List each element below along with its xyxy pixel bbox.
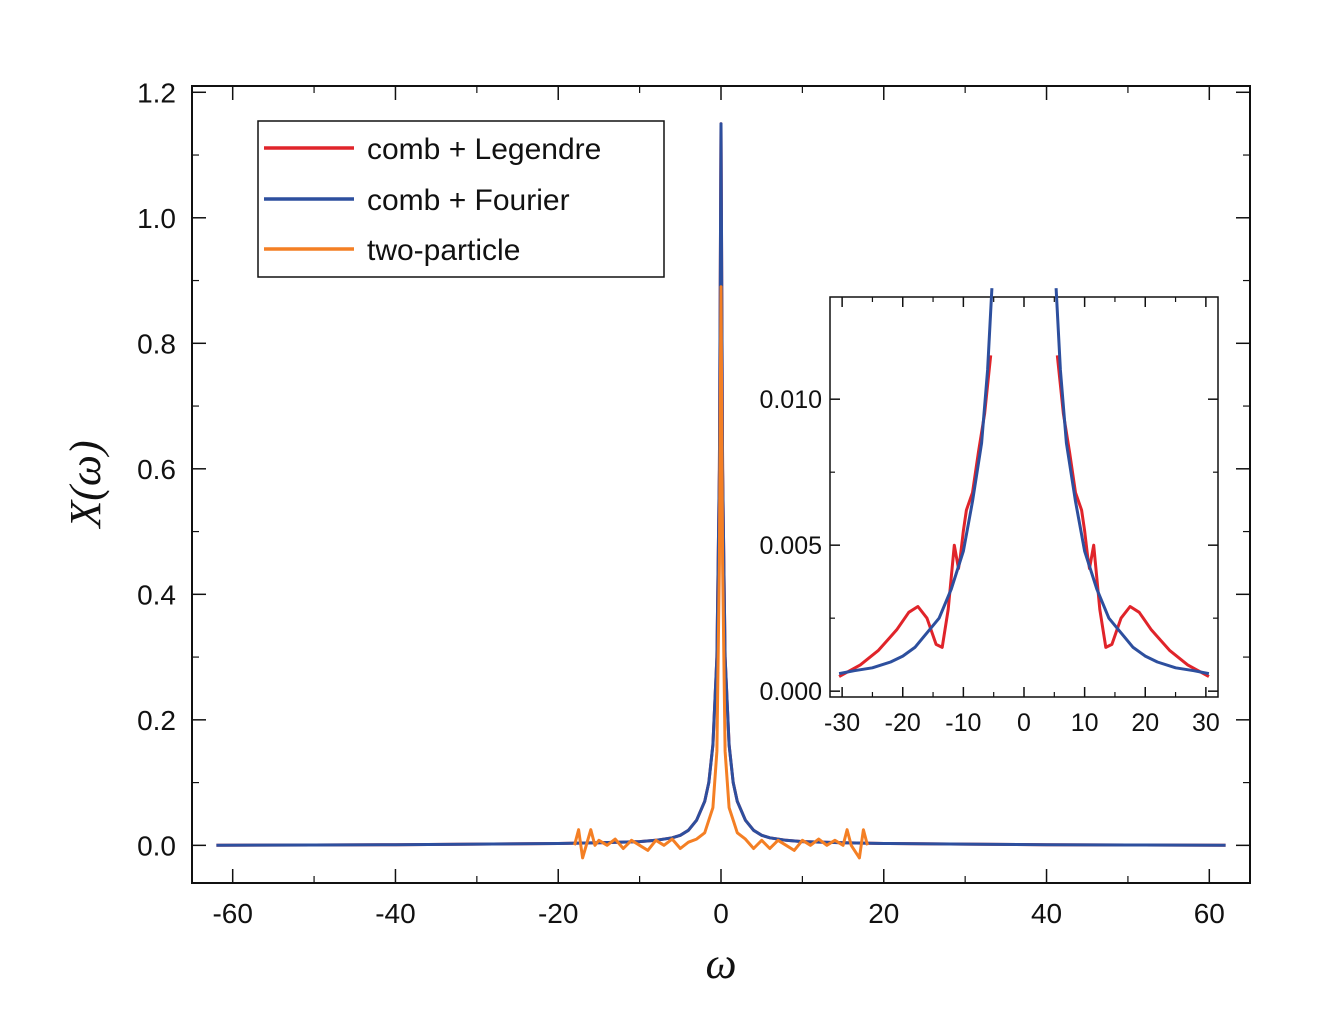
x-tick-label: -40 — [375, 898, 415, 929]
inset-x-tick-labels: -30 -20 -10 0 10 20 30 — [824, 709, 1220, 737]
y-tick-label: 0.2 — [137, 705, 176, 736]
legend: comb + Legendre comb + Fourier two-parti… — [257, 120, 665, 278]
main-x-tick-labels: -60 -40 -20 0 20 40 60 — [212, 898, 1224, 929]
x-axis-title: ω — [705, 939, 736, 988]
x-tick-label: 20 — [868, 898, 899, 929]
x-tick-label: 20 — [1131, 709, 1159, 737]
inset-ticks — [830, 297, 1218, 697]
x-tick-label: 10 — [1071, 709, 1099, 737]
inset-plot-frame — [829, 296, 1219, 698]
x-tick-label: -60 — [212, 898, 252, 929]
y-tick-label: 0.000 — [759, 678, 822, 706]
y-tick-label: 0.005 — [759, 532, 822, 560]
main-y-tick-labels: 0.0 0.2 0.4 0.6 0.8 1.0 1.2 — [137, 77, 176, 861]
y-tick-label: 0.0 — [137, 830, 176, 861]
x-tick-label: 0 — [1017, 709, 1031, 737]
series-line-two-particle — [573, 285, 869, 860]
main-plot: -60 -40 -20 0 20 40 60 0.0 0.2 0.4 0.6 0.8 1.0 1.2 — [137, 77, 1251, 929]
x-tick-label: 40 — [1031, 898, 1062, 929]
x-tick-label: 0 — [713, 898, 729, 929]
x-tick-label: 60 — [1194, 898, 1225, 929]
legend-label-two-particle: two-particle — [367, 234, 520, 267]
x-tick-label: -20 — [885, 709, 921, 737]
x-tick-label: -10 — [945, 709, 981, 737]
x-tick-label: -30 — [824, 709, 860, 737]
x-tick-label: 30 — [1192, 709, 1220, 737]
legend-label-legendre: comb + Legendre — [367, 133, 601, 166]
inset-plot: -30 -20 -10 0 10 20 30 0.000 0.005 0.010 — [759, 288, 1220, 737]
y-axis-title: X(ω) — [61, 440, 110, 529]
y-tick-label: 0.4 — [137, 579, 176, 610]
inset-series-group — [838, 288, 1210, 678]
main-series-group — [216, 122, 1226, 860]
main-ticks — [192, 86, 1250, 883]
y-tick-label: 1.0 — [137, 203, 176, 234]
x-tick-label: -20 — [538, 898, 578, 929]
y-tick-label: 0.8 — [137, 328, 176, 359]
y-tick-label: 1.2 — [137, 77, 176, 108]
y-tick-label: 0.010 — [759, 386, 822, 414]
series-line-fourier — [838, 288, 1210, 676]
legend-label-fourier: comb + Fourier — [367, 184, 570, 217]
y-tick-label: 0.6 — [137, 454, 176, 485]
inset-y-tick-labels: 0.000 0.005 0.010 — [759, 386, 822, 706]
